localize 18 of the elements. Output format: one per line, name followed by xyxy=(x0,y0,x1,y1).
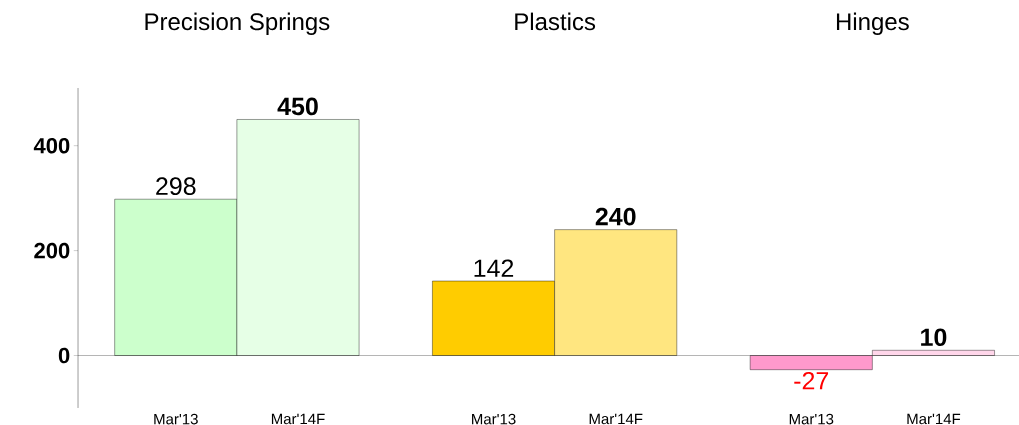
x-tick-label: Mar'14F xyxy=(907,413,961,425)
x-tick-label: Mar'14F xyxy=(589,413,643,425)
data-label: -27 xyxy=(794,371,829,390)
x-tick-label: Mar'13 xyxy=(789,413,834,425)
data-label: 450 xyxy=(277,97,318,116)
y-tick-label: 400 xyxy=(33,137,70,154)
text: Precision Springs xyxy=(145,12,330,35)
x-tick-label: Mar'13 xyxy=(154,413,198,425)
data-label: 142 xyxy=(474,259,514,277)
data-label: 10 xyxy=(921,328,947,347)
y-tick-label: 200 xyxy=(34,242,70,259)
text: Plastics xyxy=(515,12,596,31)
y-tick-label: 0 xyxy=(58,347,70,364)
x-tick-label: Mar'13 xyxy=(472,413,516,425)
x-tick-label: Mar'14F xyxy=(271,413,325,425)
data-label: 240 xyxy=(595,207,636,226)
text: Hinges xyxy=(836,12,909,35)
data-label: 298 xyxy=(156,177,196,196)
